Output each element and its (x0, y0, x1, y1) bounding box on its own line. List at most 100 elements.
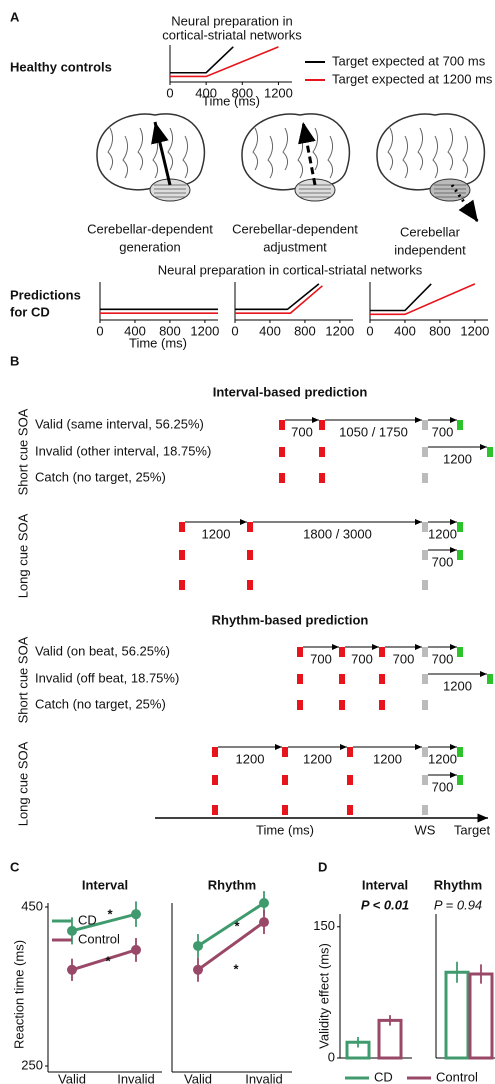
condition-label: Valid (on beat, 56.25%) (35, 643, 170, 658)
x-axis-label: Time (ms) (256, 822, 314, 837)
x-tick-label: 400 (394, 323, 416, 338)
section-title: Rhythm-based prediction (212, 612, 369, 627)
x-tick-label: 1200 (460, 323, 489, 338)
stimulus (279, 420, 285, 430)
stimulus (422, 550, 428, 560)
interval-label: 1200 (303, 751, 332, 766)
legend-label: CD (78, 912, 97, 927)
stimulus (457, 775, 463, 785)
stimulus (422, 473, 428, 483)
interval-label: 700 (432, 779, 454, 794)
interval-label: 1200 (443, 451, 472, 466)
chart-subtitle: P = 0.94 (434, 897, 482, 912)
condition-label: Catch (no target, 25%) (35, 469, 166, 484)
stimulus (319, 420, 325, 430)
stimulus (279, 447, 285, 457)
stimulus (379, 647, 385, 657)
stimulus (422, 647, 428, 657)
brain-fold (122, 135, 129, 179)
stimulus (319, 473, 325, 483)
prediction-line (235, 285, 323, 314)
brain-fold (137, 127, 144, 171)
chart-subtitle: P < 0.01 (361, 897, 409, 912)
brain-fold (282, 127, 289, 171)
stimulus (422, 580, 428, 590)
plot-title: Neural preparation in (171, 13, 292, 28)
data-point (193, 940, 203, 951)
data-point (193, 964, 203, 975)
group-label: for CD (10, 304, 50, 319)
data-point (131, 944, 141, 955)
interval-label: 1200 (428, 751, 457, 766)
soa-label: Long cue SOA (15, 513, 30, 598)
chart-title: Interval (82, 877, 128, 892)
panel-label: A (10, 9, 20, 24)
x-tick-label: 400 (195, 85, 217, 100)
brain-fold (402, 135, 409, 179)
group-label: Predictions (10, 287, 81, 302)
stimulus (347, 775, 353, 785)
stimulus (279, 473, 285, 483)
bar (377, 1018, 403, 1060)
chart-title: Rhythm (208, 877, 256, 892)
influence-arrow (450, 184, 480, 223)
interval-label: 700 (393, 651, 415, 666)
model-label: independent (394, 242, 466, 257)
stimulus (457, 647, 463, 657)
legend-label: CD (374, 1069, 393, 1084)
interval-label: 1200 (373, 751, 402, 766)
stimulus (422, 747, 428, 757)
legend-label: Target expected at 700 ms (332, 53, 486, 68)
interval-label: 1200 (443, 678, 472, 693)
brain-fold (312, 127, 319, 171)
interval-label: 1200 (428, 526, 457, 541)
y-tick-label: 450 (21, 898, 43, 913)
stimulus (487, 674, 493, 684)
bar (444, 970, 470, 1060)
model-label: generation (119, 239, 180, 254)
soa-label: Long cue SOA (15, 741, 30, 826)
stimulus (379, 700, 385, 710)
stimulus (422, 700, 428, 710)
bar (468, 972, 494, 1060)
x-tick-label: 400 (124, 323, 146, 338)
legend-label: Target expected at 1200 ms (332, 71, 493, 86)
interval-label: 700 (291, 424, 313, 439)
ws-label: WS (415, 822, 436, 837)
prediction-line (170, 46, 279, 78)
x-tick-label: 800 (231, 85, 253, 100)
stimulus (379, 674, 385, 684)
chart-title: Interval (362, 877, 408, 892)
model-label: Cerebellar-dependent (87, 221, 213, 236)
x-tick-label: 0 (231, 323, 238, 338)
significance-star: * (105, 953, 111, 968)
stimulus (297, 674, 303, 684)
x-tick-label: Invalid (117, 1071, 155, 1084)
model-label: Cerebellar (400, 224, 461, 239)
stimulus (422, 522, 428, 532)
significance-star: * (107, 906, 113, 921)
x-tick-label: 1200 (264, 85, 293, 100)
prediction-line (370, 283, 476, 316)
x-tick-label: 400 (259, 323, 281, 338)
soa-label: Short cue SOA (15, 408, 30, 495)
model-label: Cerebellar-dependent (232, 221, 358, 236)
stimulus (457, 522, 463, 532)
prediction-line (235, 283, 320, 311)
target-label: Target (454, 822, 491, 837)
stimulus (297, 700, 303, 710)
series-line (197, 920, 265, 972)
stimulus (339, 647, 345, 657)
brain-fold (267, 135, 274, 179)
cerebellum (429, 178, 471, 202)
series-line (71, 948, 137, 972)
stimulus (422, 805, 428, 815)
prediction-line (370, 283, 432, 312)
condition-label: Invalid (other interval, 18.75%) (35, 443, 211, 458)
brain-fold (182, 135, 189, 179)
stimulus (339, 700, 345, 710)
interval-label: 1200 (236, 751, 265, 766)
stimulus (247, 522, 253, 532)
stimulus (347, 747, 353, 757)
